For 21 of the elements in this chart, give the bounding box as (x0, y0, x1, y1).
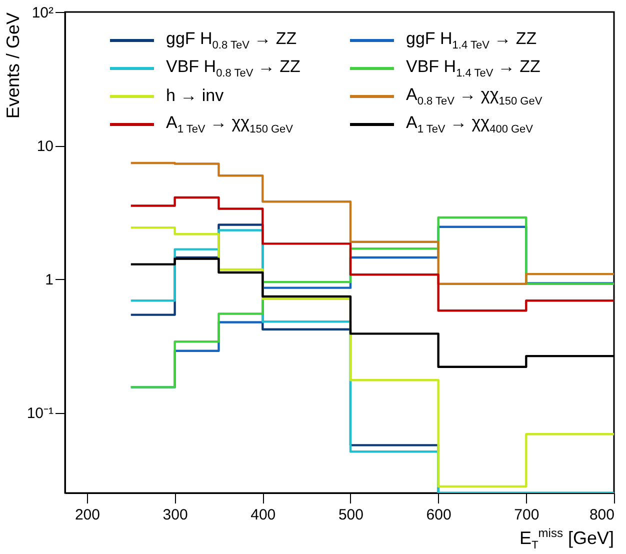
legend-label: VBF H$_{0.8 TeV}$ → ZZ (166, 56, 300, 80)
y-axis-title: Events / GeV (2, 12, 23, 119)
legend-label: ggF H$_{1.4 TeV}$ → ZZ (406, 28, 537, 52)
x-tick-label: 500 (338, 506, 364, 524)
y-tick-label: 1 (45, 272, 54, 289)
y-tick-label: 10⁻¹ (26, 405, 54, 422)
legend-label: A$_{0.8 TeV}$ → χχ$_{150 GeV}$ (406, 84, 542, 108)
legend-label: A$_{1 TeV}$ → χχ$_{150 GeV}$ (166, 112, 293, 136)
y-tick-label: 10² (32, 4, 54, 22)
x-tick-label: 300 (162, 506, 188, 524)
y-tick-label: 10 (36, 138, 54, 156)
x-tick-label: 800 (589, 506, 614, 524)
legend-label: ggF H$_{0.8 TeV}$ → ZZ (166, 28, 297, 52)
x-tick-label: 600 (426, 506, 452, 524)
legend-label: A$_{1 TeV}$ → χχ$_{400 GeV}$ (406, 112, 533, 136)
legend-label: VBF H$_{1.4 TeV}$ → ZZ (406, 56, 540, 80)
x-tick-label: 200 (74, 506, 100, 524)
x-tick-label: 400 (250, 506, 276, 524)
legend-label: h → inv (166, 86, 224, 106)
x-tick-label: 700 (514, 506, 540, 524)
x-axis-title: E$_{T}$$^{miss}$ [GeV] (520, 525, 614, 554)
